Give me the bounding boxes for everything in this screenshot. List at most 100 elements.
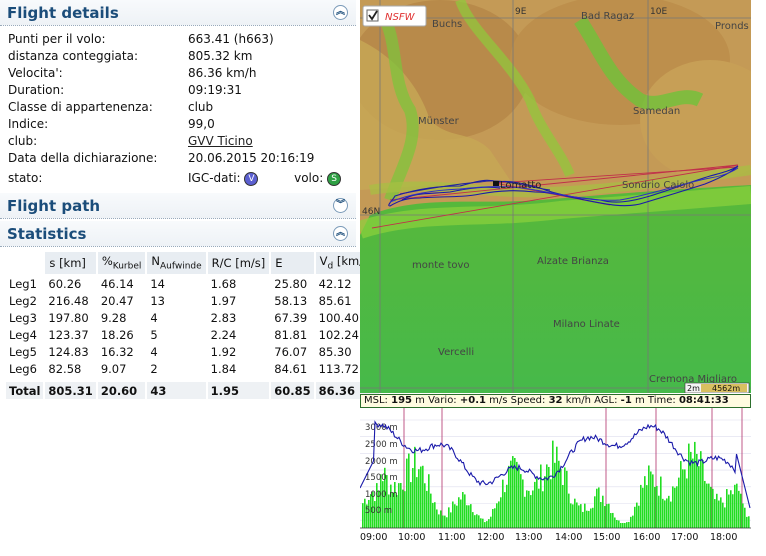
msl-value: 195 [391, 395, 412, 406]
glide-ratio-cell: 25.80 [274, 276, 308, 291]
collapse-chevron-up-icon[interactable]: ︽ [333, 226, 348, 241]
ground-bar [560, 468, 562, 528]
po-plain [360, 185, 751, 393]
ground-bar [546, 464, 548, 528]
ground-bar [634, 506, 636, 528]
ground-bar [580, 504, 582, 528]
ground-bar [434, 502, 436, 528]
ground-bar [534, 481, 536, 528]
climb-rate-cell: 2.24 [210, 327, 237, 342]
x-tick-label: 10:00 [398, 532, 425, 543]
club-link[interactable]: GVV Ticino [188, 134, 253, 148]
leg-cell: Leg3 [9, 310, 37, 325]
ground-bar [568, 493, 570, 528]
kurbel-cell: 46.14 [100, 276, 134, 291]
ground-bar [550, 479, 552, 528]
place-label: Alzate Brianza [537, 256, 609, 267]
glide-ratio-cell: 81.81 [274, 327, 308, 342]
ground-bar [484, 522, 486, 528]
ground-bar [576, 502, 578, 528]
detail-label: Classe di appartenenza: [8, 100, 153, 114]
ground-bar [526, 490, 528, 528]
detail-label: distanza conteggiata: [8, 49, 138, 63]
elevation-legend-gradient [701, 384, 747, 392]
detail-row: Duration: 09:19:31 [8, 82, 356, 99]
ground-bar [632, 515, 634, 528]
ground-bar [722, 502, 724, 528]
ground-bar [552, 440, 554, 528]
flight-status-icon[interactable]: S [327, 171, 342, 186]
detail-label: Velocita': [8, 66, 63, 80]
ground-bar [656, 485, 658, 528]
ground-bar [624, 523, 626, 528]
ground-bar [662, 498, 664, 528]
table-row: Leg4 123.37 18.26 5 2.24 81.81 102.24 [6, 327, 379, 342]
ground-bar [368, 499, 370, 528]
ground-bar [648, 465, 650, 528]
ground-bar [502, 479, 504, 528]
status-label: stato: [8, 171, 43, 185]
x-tick-label: 16:00 [633, 532, 660, 543]
ground-bar [478, 515, 480, 528]
ground-bar [578, 505, 580, 528]
speed-cell: 85.30 [318, 344, 352, 359]
task-line [371, 164, 739, 229]
ground-bar [564, 467, 566, 528]
leg-column-header [6, 252, 43, 274]
ground-bar [742, 503, 744, 528]
ground-bar [600, 502, 602, 528]
statistics-header[interactable]: Statistics ︽ [0, 221, 356, 247]
detail-value: club [188, 100, 214, 114]
place-label: monte tovo [412, 260, 470, 271]
statistics-header-row: s [km] %Kurbel NAufwinde R/C [m/s] E Vd … [6, 252, 379, 274]
ground-bar [464, 494, 466, 528]
ground-bar [554, 462, 556, 528]
ground-bar [402, 489, 404, 528]
barogram-chart[interactable]: 3000 m 2500 m 2000 m 1500 m 1000 m 500 m… [359, 408, 751, 553]
flight-path-header[interactable]: Flight path ︾ [0, 193, 356, 219]
nsfw-toggle-box[interactable] [362, 5, 427, 27]
ground-bar [462, 492, 464, 528]
ground-bar [748, 516, 750, 528]
ground-bar [408, 453, 410, 528]
speed-cell: 42.12 [318, 276, 352, 291]
detail-label: Indice: [8, 117, 49, 131]
ground-bar [708, 483, 710, 528]
y-tick-label: 2000 m [365, 457, 398, 467]
leg-cell: Leg4 [9, 327, 37, 342]
legend-max: 4562m [712, 384, 740, 393]
ground-bar [514, 458, 516, 528]
leg-cell: Leg2 [9, 293, 37, 308]
ground-bar [596, 488, 598, 528]
ground-bar [598, 487, 600, 528]
distance-cell: 82.58 [48, 361, 82, 376]
igc-verified-icon[interactable]: V [244, 171, 259, 186]
total-row: Total 805.31 20.60 43 1.95 60.85 86.36 [6, 382, 379, 399]
ground-bar [488, 519, 490, 528]
collapse-chevron-up-icon[interactable]: ︽ [333, 5, 348, 20]
ground-bar [544, 476, 546, 528]
flight-map[interactable]: Buchs Bad Ragaz Pronds Münster Samedan L… [360, 0, 751, 393]
airfield-marker [493, 181, 499, 186]
detail-row: Data della dichiarazione: 20.06.2015 20:1… [8, 150, 356, 167]
terrain-map-svg: Buchs Bad Ragaz Pronds Münster Samedan L… [360, 0, 751, 393]
table-spacer-row [6, 378, 379, 380]
right-panel: Buchs Bad Ragaz Pronds Münster Samedan L… [359, 0, 751, 553]
mountain-area [640, 60, 751, 180]
ground-bar [636, 502, 638, 528]
ground-bar [466, 505, 468, 528]
ground-bar [584, 503, 586, 528]
ground-bar [706, 483, 708, 528]
flight-details-header[interactable]: Flight details ︽ [0, 0, 356, 26]
expand-chevron-down-icon[interactable]: ︾ [333, 198, 348, 213]
ground-bar [734, 484, 736, 528]
place-label: Münster [418, 116, 460, 127]
ground-bar [480, 518, 482, 528]
nsfw-checkbox[interactable] [366, 9, 379, 22]
valley [455, 0, 575, 177]
detail-value: 663.41 (h663) [188, 32, 274, 46]
ground-bar [608, 503, 610, 528]
place-label: Vercelli [438, 347, 474, 358]
ground-bar [630, 516, 632, 528]
leg-cell: Leg5 [9, 344, 37, 359]
